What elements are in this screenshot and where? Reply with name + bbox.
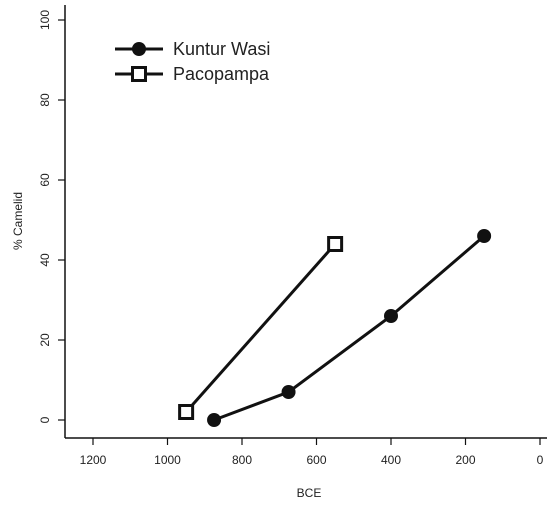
x-tick-label: 200 [455, 453, 475, 467]
data-point-square [327, 236, 344, 252]
y-tick-label: 0 [38, 416, 52, 423]
series-line [213, 234, 486, 422]
data-point-circle [384, 309, 398, 323]
y-tick-label: 40 [38, 253, 52, 267]
data-point-square [131, 66, 147, 82]
y-axis: 0 20 40 60 80 100 [38, 10, 65, 423]
x-tick-label: 400 [381, 453, 401, 467]
x-tick-label: 600 [306, 453, 326, 467]
y-axis-label: % Camelid [11, 192, 25, 250]
x-tick-label: 800 [232, 453, 252, 467]
legend-label: Pacopampa [173, 64, 270, 84]
series-pacopampa [178, 236, 344, 420]
data-point-circle [477, 229, 492, 243]
data-point-circle [132, 42, 146, 56]
plot-frame [64, 5, 547, 439]
y-tick-label: 20 [38, 333, 52, 347]
data-point-square [178, 404, 195, 420]
legend: Kuntur Wasi Pacopampa [115, 39, 270, 84]
series-line [185, 243, 337, 413]
y-tick-label: 100 [38, 10, 52, 30]
legend-entry: Kuntur Wasi [115, 39, 270, 59]
series-layer [178, 229, 492, 427]
legend-label: Kuntur Wasi [173, 39, 270, 59]
x-tick-label: 1000 [154, 453, 181, 467]
y-tick-label: 60 [38, 173, 52, 187]
data-point-circle [281, 385, 296, 399]
x-axis: 1200 1000 800 600 400 200 0 [80, 438, 544, 467]
data-point-circle [207, 413, 222, 427]
y-tick-label: 80 [38, 93, 52, 107]
x-axis-label: BCE [297, 486, 322, 500]
series-kuntur-wasi [207, 229, 492, 427]
legend-entry: Pacopampa [115, 64, 270, 84]
x-tick-label: 1200 [80, 453, 107, 467]
x-tick-label: 0 [537, 453, 544, 467]
